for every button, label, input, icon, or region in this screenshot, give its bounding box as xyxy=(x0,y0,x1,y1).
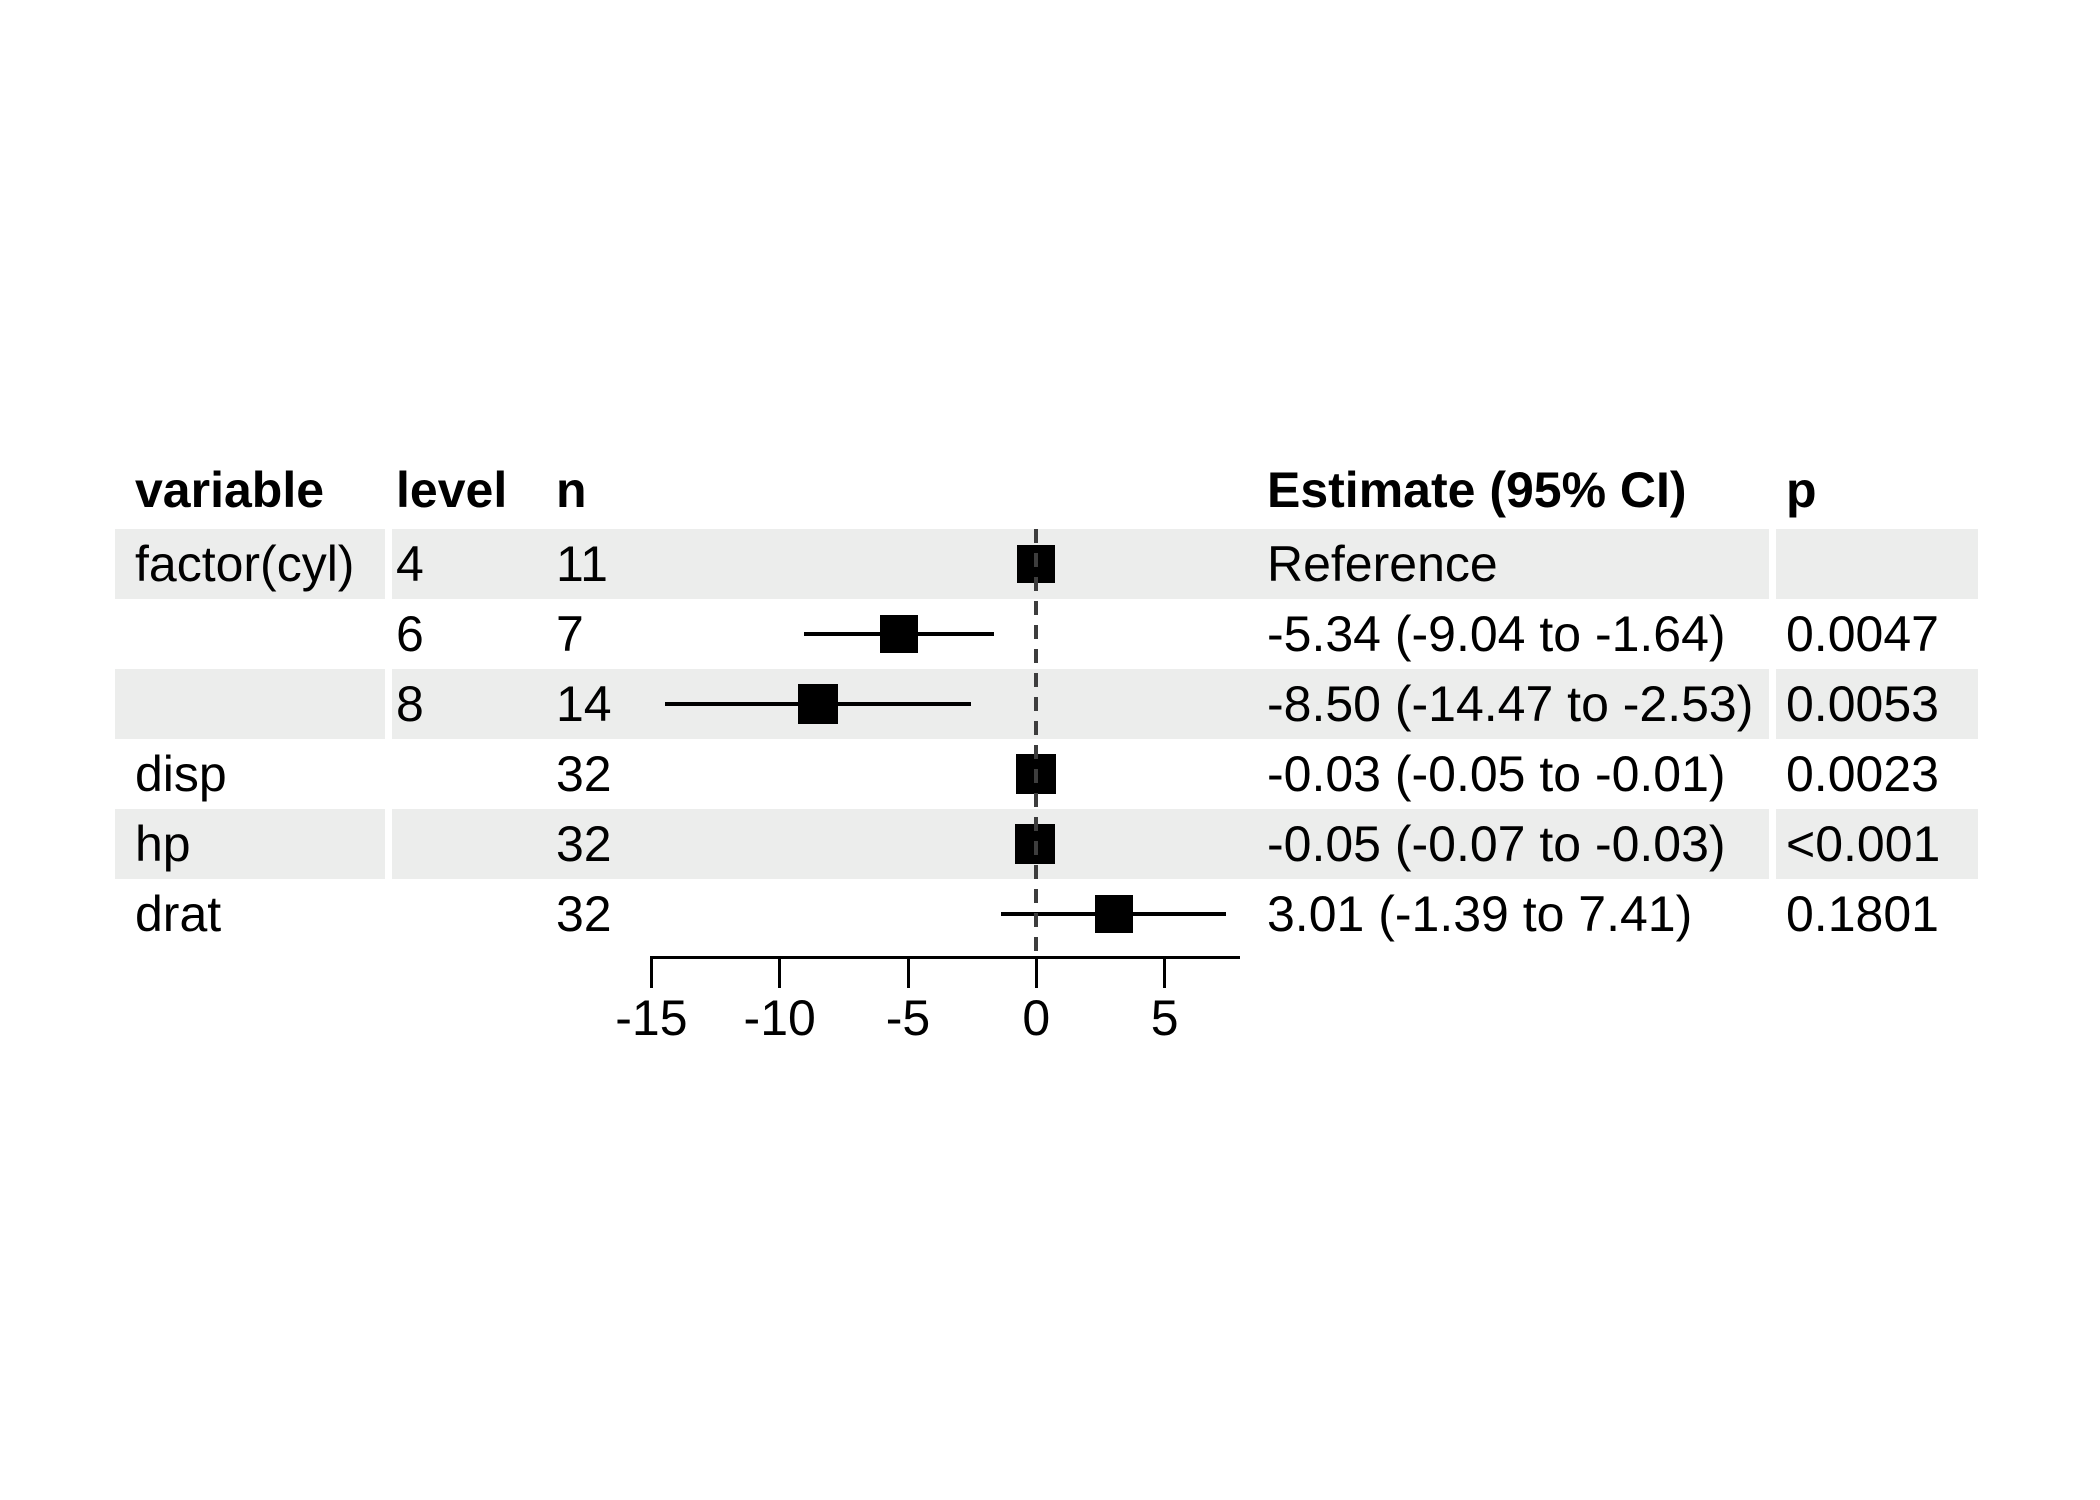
row-band xyxy=(115,529,385,599)
row-band xyxy=(392,809,1769,879)
level-cell: 8 xyxy=(396,676,424,732)
variable-cell: factor(cyl) xyxy=(135,536,355,592)
x-axis-tick xyxy=(649,956,653,988)
n-cell: 11 xyxy=(556,536,608,592)
x-axis-tick-label: -10 xyxy=(743,990,816,1046)
estimate-cell: -0.03 (-0.05 to -0.01) xyxy=(1267,746,1726,802)
estimate-cell: -5.34 (-9.04 to -1.64) xyxy=(1267,606,1726,662)
estimate-box xyxy=(880,615,919,653)
x-axis-tick xyxy=(1034,956,1038,988)
p-cell: 0.0047 xyxy=(1786,606,1939,662)
level-cell: 6 xyxy=(396,606,424,662)
n-cell: 32 xyxy=(556,746,612,802)
n-cell: 14 xyxy=(556,676,612,732)
n-cell: 32 xyxy=(556,816,612,872)
n-cell: 32 xyxy=(556,886,612,942)
estimate-box xyxy=(1094,895,1133,933)
x-axis-tick xyxy=(1163,956,1167,988)
p-cell: 0.0023 xyxy=(1786,746,1939,802)
estimate-cell: -0.05 (-0.07 to -0.03) xyxy=(1267,816,1726,872)
row-band xyxy=(1776,529,1978,599)
x-axis-tick-label: 5 xyxy=(1150,990,1179,1046)
row-band xyxy=(115,809,385,879)
x-axis-tick xyxy=(906,956,910,988)
col-header-estimate: Estimate (95% CI) xyxy=(1267,462,1687,518)
x-axis-tick-label: -5 xyxy=(885,990,931,1046)
x-axis-line xyxy=(651,956,1240,959)
variable-cell: hp xyxy=(135,816,191,872)
col-header-p: p xyxy=(1786,462,1817,518)
variable-cell: drat xyxy=(135,886,222,942)
zero-reference-line xyxy=(1034,529,1039,956)
p-cell: 0.0053 xyxy=(1786,676,1939,732)
row-band xyxy=(115,669,385,739)
p-cell: 0.1801 xyxy=(1786,886,1939,942)
p-cell: <0.001 xyxy=(1786,816,1941,872)
x-axis-tick xyxy=(778,956,782,988)
col-header-variable: variable xyxy=(135,462,325,518)
row-band xyxy=(1776,669,1978,739)
n-cell: 7 xyxy=(556,606,584,662)
estimate-box xyxy=(798,684,839,724)
row-band xyxy=(392,529,1769,599)
col-header-n: n xyxy=(556,462,587,518)
x-axis-tick-label: 0 xyxy=(1022,990,1051,1046)
row-band xyxy=(1776,809,1978,879)
col-header-level: level xyxy=(396,462,508,518)
estimate-cell: Reference xyxy=(1267,536,1498,592)
estimate-cell: -8.50 (-14.47 to -2.53) xyxy=(1267,676,1754,732)
variable-cell: disp xyxy=(135,746,227,802)
row-band xyxy=(392,669,1769,739)
x-axis-tick-label: -15 xyxy=(615,990,688,1046)
level-cell: 4 xyxy=(396,536,424,592)
estimate-cell: 3.01 (-1.39 to 7.41) xyxy=(1267,886,1693,942)
